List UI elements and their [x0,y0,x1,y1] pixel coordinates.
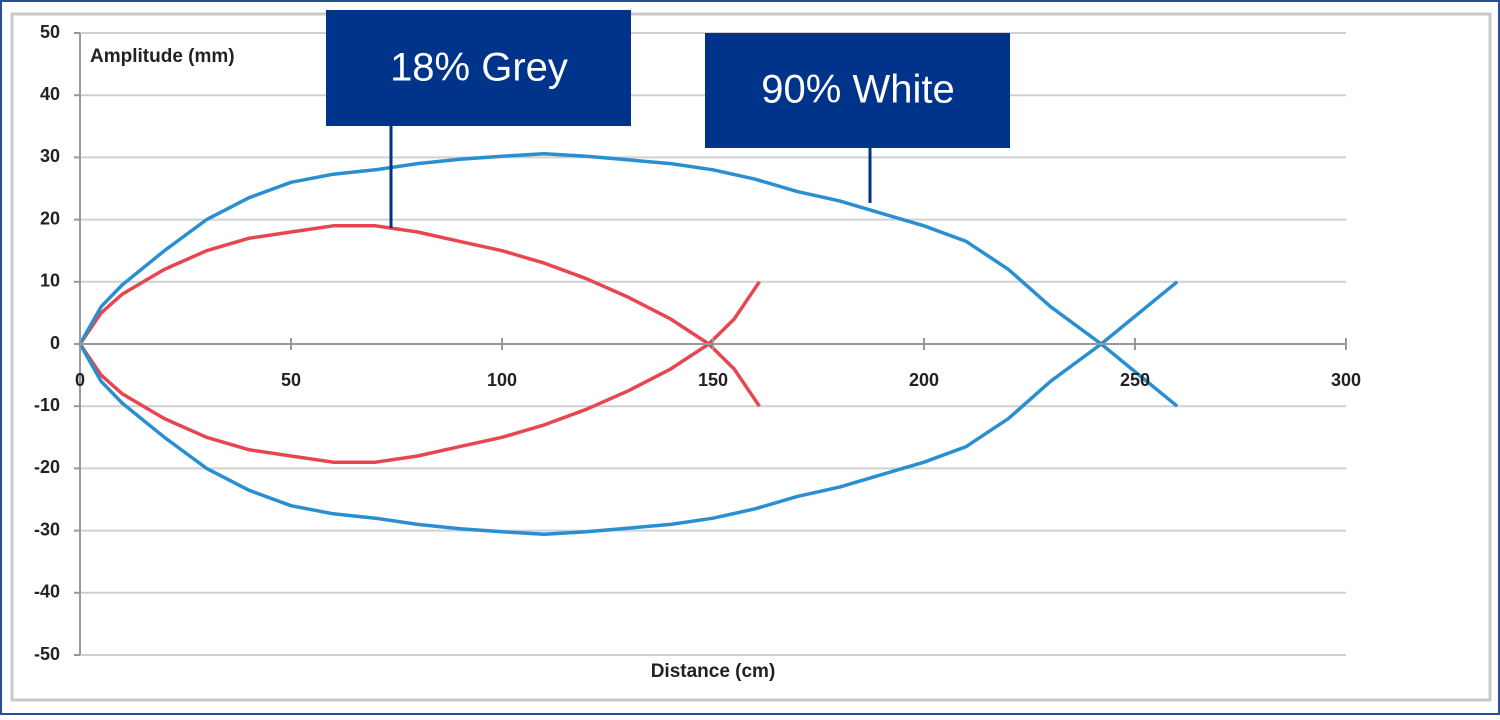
callout-text: 90% White [761,68,954,112]
y-tick-label: 20 [40,208,60,228]
x-tick-label: 50 [281,370,301,390]
y-tick-label: 50 [40,22,60,42]
x-axis-label: Distance (cm) [651,661,776,682]
y-tick-label: -10 [34,395,60,415]
callout: 18% Grey [326,10,631,228]
x-tick-label: 200 [909,370,939,390]
y-tick-label: 40 [40,84,60,104]
callout-box [705,33,1010,148]
x-tick-label: 250 [1120,370,1150,390]
y-tick-label: -30 [34,519,60,539]
y-tick-label: 0 [50,333,60,353]
y-tick-label: -40 [34,582,60,602]
x-tick-label: 0 [75,370,85,390]
axes: -50 -40 -30 -20 -10 0 10 20 30 40 50 0 50 100 150 200 25… [34,22,1361,664]
y-tick-label: -20 [34,457,60,477]
callout: 90% White [705,33,1010,203]
y-tick-label: 10 [40,271,60,291]
callout-text: 18% Grey [390,46,568,90]
y-tick-label: -50 [34,644,60,664]
lines [78,151,1179,537]
y-axis-label: Amplitude (mm) [90,46,235,67]
callout-box [326,10,631,126]
y-tick-label: 30 [40,146,60,166]
x-tick-label: 100 [487,370,517,390]
x-tick-label: 300 [1331,370,1361,390]
x-tick-label: 150 [698,370,728,390]
data-line [78,151,1179,537]
data-line [78,224,761,464]
